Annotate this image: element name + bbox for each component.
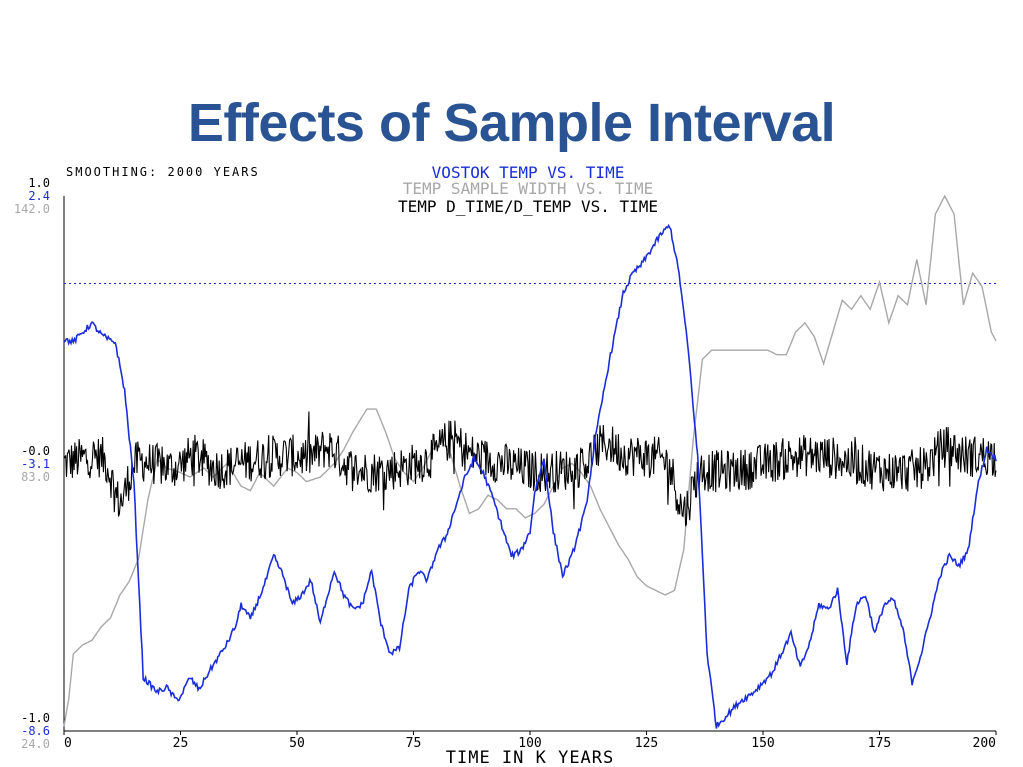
x-tick-label-75: 75 [406, 736, 422, 751]
x-tick-label-150: 150 [751, 736, 774, 751]
y-label-top-temp: 2.4 [28, 189, 50, 203]
x-tick-label-175: 175 [868, 736, 891, 751]
x-axis-label: TIME IN K YEARS [446, 748, 615, 767]
series-line-dtime-dtemp [63, 411, 997, 527]
x-tick-label-125: 125 [635, 736, 658, 751]
y-label-mid-dtime: -0.0 [21, 444, 50, 458]
x-tick-label-25: 25 [173, 736, 189, 751]
y-label-bottom-width: 24.0 [21, 737, 50, 751]
x-tick-label-200: 200 [973, 736, 996, 751]
labels-layer: SMOOTHING: 2000 YEARS VOSTOK TEMP VS. TI… [14, 163, 658, 767]
y-label-mid-width: 83.0 [21, 470, 50, 484]
x-tick-label-50: 50 [289, 736, 305, 751]
x-tick-label-100: 100 [518, 736, 541, 751]
x-tick-label-0: 0 [64, 736, 72, 751]
y-label-top-width: 142.0 [14, 202, 50, 216]
legend-entry-sample-width: TEMP SAMPLE WIDTH VS. TIME [403, 179, 653, 198]
series-layer [63, 194, 997, 729]
y-label-mid-temp: -3.1 [21, 457, 50, 471]
x-ticks: 0 25 50 75 100 125 150 175 200 [63, 731, 997, 751]
y-label-bottom-temp: -8.6 [21, 724, 50, 738]
legend-entry-temp: VOSTOK TEMP VS. TIME [432, 163, 625, 182]
legend-entry-dtime-dtemp: TEMP D_TIME/D_TEMP VS. TIME [398, 197, 658, 216]
page-title: Effects of Sample Interval [187, 93, 836, 153]
y-label-bottom-dtime: -1.0 [21, 711, 50, 725]
y-label-top-dtime: 1.0 [28, 176, 50, 190]
series-line-vostok-temp [63, 223, 997, 729]
smoothing-label: SMOOTHING: 2000 YEARS [66, 165, 260, 179]
